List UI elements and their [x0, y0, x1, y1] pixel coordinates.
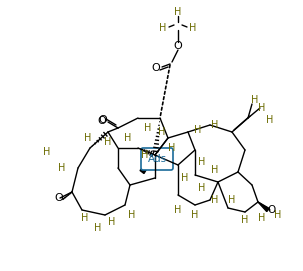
Text: O: O	[174, 41, 182, 51]
Text: H: H	[158, 127, 166, 137]
Text: O: O	[98, 115, 107, 125]
Polygon shape	[140, 155, 155, 173]
Text: H: H	[211, 195, 219, 205]
Text: O: O	[268, 205, 276, 215]
Text: H: H	[144, 123, 152, 133]
Text: H: H	[124, 133, 132, 143]
Text: H: H	[191, 210, 199, 220]
Text: H: H	[198, 157, 206, 167]
FancyBboxPatch shape	[141, 148, 173, 170]
Text: O: O	[55, 193, 63, 203]
Text: H: H	[43, 147, 51, 157]
Text: H: H	[258, 213, 266, 223]
Text: H: H	[211, 120, 219, 130]
Text: H: H	[104, 137, 112, 147]
Polygon shape	[258, 202, 269, 212]
Text: H: H	[194, 125, 202, 135]
Text: H: H	[81, 213, 89, 223]
Text: H: H	[58, 163, 66, 173]
Text: H: H	[168, 143, 176, 153]
Text: H: H	[128, 210, 136, 220]
Text: H: H	[84, 133, 92, 143]
Text: H: H	[174, 205, 182, 215]
Text: H: H	[251, 95, 259, 105]
Text: H: H	[198, 183, 206, 193]
Text: H: H	[141, 150, 149, 160]
Text: H: H	[258, 103, 266, 113]
Text: O: O	[152, 63, 160, 73]
Text: H: H	[211, 165, 219, 175]
Text: H: H	[94, 223, 102, 233]
Text: H: H	[174, 7, 182, 17]
Text: O: O	[98, 116, 106, 126]
Text: H: H	[159, 23, 167, 33]
Text: H: H	[108, 217, 116, 227]
Text: Ads: Ads	[148, 154, 167, 164]
Text: H: H	[228, 195, 236, 205]
Text: H: H	[181, 173, 189, 183]
Text: H: H	[189, 23, 197, 33]
Text: H: H	[266, 115, 274, 125]
Text: H: H	[274, 210, 282, 220]
Text: H: H	[241, 215, 249, 225]
